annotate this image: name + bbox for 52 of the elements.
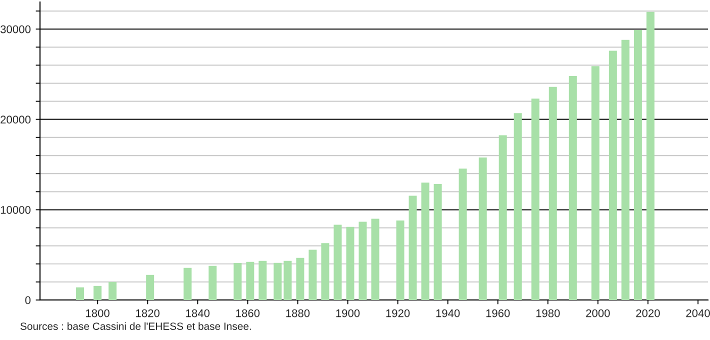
bar [478, 158, 487, 300]
bar [421, 182, 430, 300]
bar [334, 224, 342, 300]
x-tick-label: 2040 [686, 309, 710, 318]
bar [258, 260, 267, 300]
bar [608, 50, 617, 300]
bar [371, 218, 380, 300]
bar [94, 286, 102, 300]
bar [108, 282, 117, 300]
bar [284, 260, 292, 300]
x-tick-label: 1840 [186, 309, 210, 318]
bar [358, 222, 367, 300]
x-tick-label: 1940 [436, 309, 460, 318]
bar [531, 98, 540, 300]
x-tick-label: 1980 [536, 309, 560, 318]
x-tick-label: 1880 [286, 309, 310, 318]
x-tick-label: 2000 [586, 309, 610, 318]
bar [246, 262, 254, 300]
bar [434, 184, 442, 300]
bar [296, 258, 304, 300]
bar [514, 113, 522, 300]
bar [321, 243, 330, 300]
y-tick-label: 0 [25, 296, 31, 304]
y-tick-label: 20000 [0, 116, 31, 124]
bar [591, 66, 600, 300]
x-tick-label: 1800 [86, 309, 110, 318]
bar [408, 196, 417, 300]
bar [208, 266, 217, 300]
bar [568, 76, 577, 300]
y-tick-label: 10000 [0, 206, 31, 214]
bar [498, 135, 507, 300]
bar [458, 168, 467, 300]
bar [274, 262, 282, 300]
source-note: Sources : base Cassini de l'EHESS et base Insee. [20, 322, 251, 330]
bar [548, 86, 557, 300]
bar [234, 262, 242, 300]
bar [184, 268, 192, 300]
bar [621, 40, 630, 300]
bar [308, 250, 317, 300]
bar [396, 220, 404, 300]
bar [146, 274, 154, 300]
bar [646, 12, 654, 300]
x-tick-label: 1860 [236, 309, 260, 318]
x-tick-label: 1960 [486, 309, 510, 318]
bar [634, 30, 642, 300]
x-tick-label: 2020 [636, 309, 660, 318]
x-tick-label: 1920 [386, 309, 410, 318]
y-tick-label: 30000 [0, 25, 31, 34]
x-tick-label: 1900 [336, 309, 360, 318]
x-tick-label: 1820 [136, 309, 160, 318]
bar [346, 226, 354, 300]
bar [76, 287, 84, 300]
